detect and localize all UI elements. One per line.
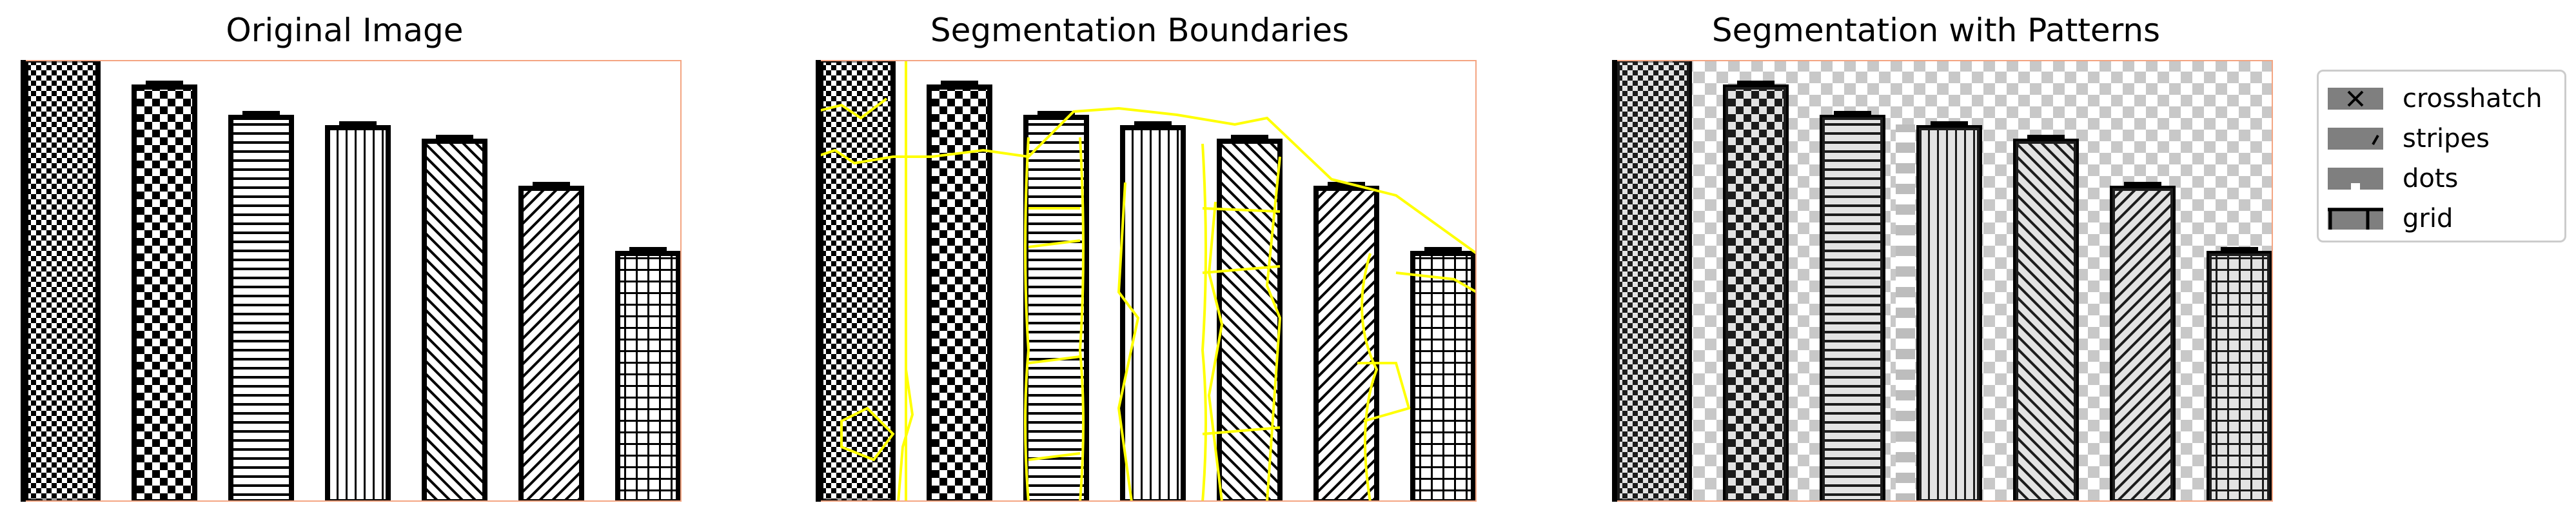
bar-diagonal-left [518,182,584,502]
bar-grid [615,247,681,502]
bar-vertical [325,121,391,502]
boundary-path [1024,137,1030,502]
boundary-path [1395,271,1477,293]
pattern-overlay-stripes [1896,124,1915,502]
legend-item-grid: grid [2328,201,2453,237]
boundary-path [816,106,1477,255]
grid-swatch-icon [2328,208,2383,230]
crosshatch-swatch-icon [2328,88,2383,110]
panel-original [21,60,682,502]
legend-item-dots: dots [2328,161,2458,197]
legend-label-grid: grid [2403,204,2453,233]
panel-title-original: Original Image [226,12,464,49]
bar-checker [927,81,992,502]
bar-grid [2207,247,2272,502]
left-edge [21,60,26,502]
bar-horizontal [1023,111,1089,502]
boundary-path [1357,362,1411,422]
bar-diagonal-right [422,135,487,502]
legend-label-crosshatch: crosshatch [2403,84,2542,113]
bar-checker [132,81,197,502]
boundary-path [1028,207,1081,461]
original-image-canvas [21,60,682,502]
boundary-path [897,369,914,502]
legend-item-crosshatch: crosshatch [2328,81,2542,117]
bar-grid [1410,247,1476,502]
boundary-path [1078,137,1085,502]
boundary-path [816,97,888,120]
boundary-path [1265,156,1282,502]
legend-label-stripes: stripes [2403,124,2490,153]
boundary-path [1117,182,1140,502]
panel-boundaries [816,60,1477,502]
bar-checker-small [818,60,896,502]
left-edge [1612,60,1617,502]
bar-diagonal-left [2110,182,2176,502]
boundary-path [840,406,895,462]
bar-diagonal-right [2013,135,2079,502]
bar-horizontal [1820,111,1885,502]
legend-label-dots: dots [2403,164,2459,193]
segmentation-boundary-lines [816,60,1477,502]
segmentation-patterns-canvas [1612,60,2273,502]
panel-patterns [1612,60,2273,502]
segmentation-boundaries-canvas [816,60,1477,502]
bar-vertical [1916,121,1982,502]
legend: crosshatch stripes dots grid [2317,70,2566,242]
panel-title-boundaries: Segmentation Boundaries [930,12,1350,49]
boundary-path [1207,201,1224,502]
bar-vertical [1120,121,1186,502]
legend-item-stripes: stripes [2328,121,2490,157]
panel-title-patterns: Segmentation with Patterns [1711,12,2161,49]
left-edge [816,60,821,502]
boundary-path [1202,207,1281,435]
dots-swatch-icon [2328,168,2383,190]
bar-checker [1723,81,1789,502]
stripes-swatch-icon [2328,128,2383,150]
bar-horizontal [228,111,294,502]
boundary-path [1361,253,1379,502]
